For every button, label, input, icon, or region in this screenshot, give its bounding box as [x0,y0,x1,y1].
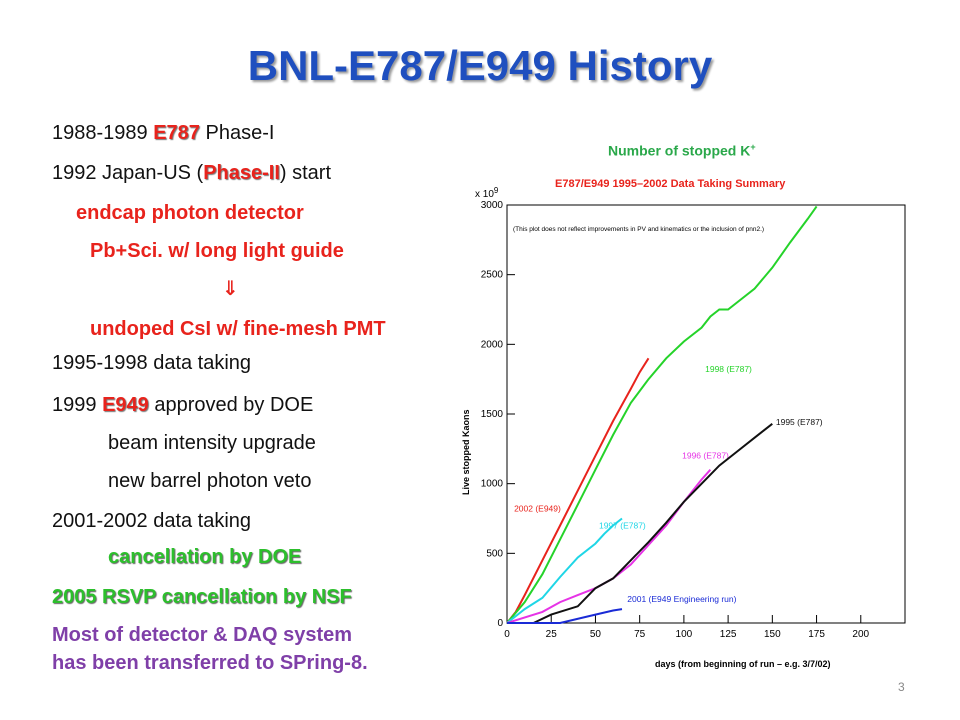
series-label-4: 1995 (E787) [776,417,823,427]
series-line-0 [506,357,650,624]
y-tick-label: 2500 [481,270,504,281]
series-line-2 [506,517,623,624]
down-arrow-icon: ⇓ [222,278,239,300]
y-tick-label: 0 [497,618,503,629]
beam-line: beam intensity upgrade [108,432,316,454]
x-tick-label: 75 [634,629,646,640]
line-1999: 1999 E949 approved by DOE [52,394,313,417]
x-tick-label: 125 [720,629,737,640]
series-line-1 [506,205,818,624]
plot-frame [506,204,906,624]
y-tick-label: 2000 [481,339,504,350]
plot-caption-text: Number of stopped K [608,142,751,159]
barrel-line: new barrel photon veto [108,470,312,492]
line-2001: 2001-2002 data taking [52,510,252,532]
x-tick-label: 0 [504,629,510,640]
endcap-line: endcap photon detector [76,202,304,224]
csi-line: undoped CsI w/ fine-mesh PMT [90,318,386,340]
line-1995: 1995-1998 data taking [52,352,252,374]
doe-cancel-line: cancellation by DOE [108,546,302,568]
series-line-4 [533,423,773,624]
nsf-cancel-line: 2005 RSVP cancellation by NSF [52,586,352,608]
plot-caption-sup: + [750,142,756,152]
slide-title: BNL-E787/E949 History [247,42,713,89]
e787-tag: E787 [153,122,200,144]
transfer-line-1: Most of detector & DAQ system [52,624,353,646]
series-label-2: 1997 (E787) [599,520,646,530]
chart-title: E787/E949 1995–2002 Data Taking Summary [555,178,786,190]
x-tick-label: 25 [546,629,558,640]
y-multiplier: x 109 [475,186,499,200]
y-multiplier-base: x 10 [475,189,494,200]
line-1999-rest: approved by DOE [154,394,314,416]
x-tick-label: 100 [676,629,693,640]
transfer-line-2: has been transferred to SPring-8. [52,652,368,674]
y-tick-label: 500 [486,548,503,559]
x-axis-label: days (from beginning of run – e.g. 3/7/0… [655,659,831,669]
x-tick-label: 200 [852,629,869,640]
y-multiplier-exp: 9 [494,186,499,195]
x-tick-label: 175 [808,629,825,640]
line-1988-rest: Phase-I [205,122,275,144]
line-1992-post: ) start [279,162,332,184]
x-tick-label: 50 [590,629,602,640]
y-tick-label: 1000 [481,479,504,490]
series-label-5: 2001 (E949 Engineering run) [627,594,736,604]
series-line-5 [507,608,623,624]
series-label-0: 2002 (E949) [514,504,561,514]
y-axis-label: Live stopped Kaons [461,409,471,495]
line-1988: 1988-1989 E787 Phase-I [52,122,274,145]
series-label-1: 1998 (E787) [705,364,752,374]
chart-note: (This plot does not reflect improvements… [513,226,764,233]
plot-caption: Number of stopped K+ [608,142,756,159]
stopped-kaons-chart: E787/E949 1995–2002 Data Taking Summary … [461,178,906,669]
e949-tag: E949 [102,394,149,416]
line-1992-pre: 1992 Japan-US ( [52,162,204,184]
y-tick-label: 3000 [481,200,504,211]
page-number: 3 [898,680,905,694]
line-1999-year: 1999 [52,394,97,416]
pbsci-line: Pb+Sci. w/ long light guide [90,240,344,262]
line-1988-year: 1988-1989 [52,122,148,144]
y-tick-label: 1500 [481,409,504,420]
series-label-3: 1996 (E787) [682,451,729,461]
x-tick-label: 150 [764,629,781,640]
phase-ii-tag: Phase-II [203,162,280,184]
line-1992: 1992 Japan-US (Phase-II) start [52,162,331,185]
